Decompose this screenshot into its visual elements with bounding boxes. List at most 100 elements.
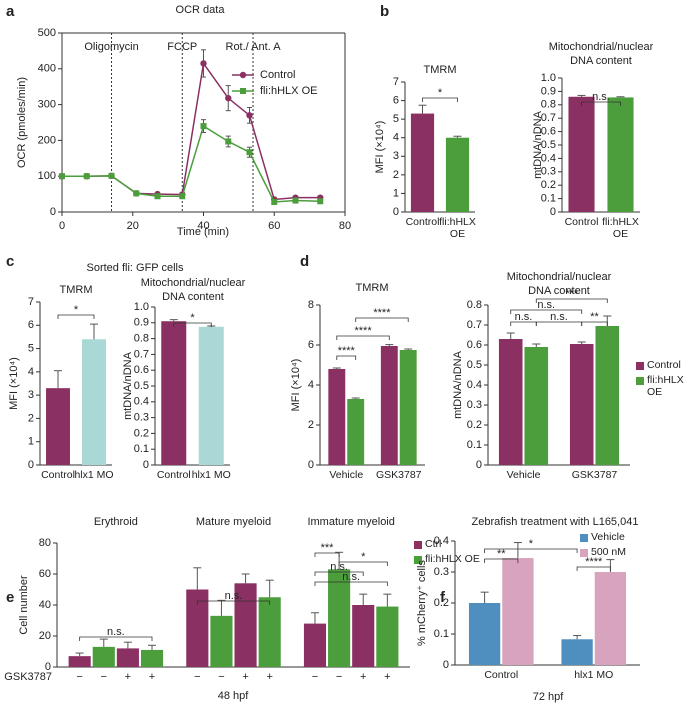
significance-bracket <box>422 97 458 102</box>
x-tick-label: Control <box>564 216 599 228</box>
event-label: Oligomycin <box>84 41 138 53</box>
significance-bracket <box>484 548 578 553</box>
significance-bracket <box>57 314 95 319</box>
significance-bracket <box>510 309 583 314</box>
x-tick-label: 20 <box>127 220 139 232</box>
y-tick-label: 0.1 <box>467 439 482 451</box>
series-line <box>62 61 321 201</box>
bar <box>468 603 501 665</box>
bar <box>303 623 327 667</box>
x-tick-label: GSK3787 <box>375 469 422 481</box>
chart-title: DNA content <box>528 285 590 297</box>
significance-label: ** <box>590 311 599 323</box>
significance-label: **** <box>354 325 372 337</box>
significance-bracket <box>484 558 519 563</box>
y-tick-label: 4 <box>28 366 34 378</box>
bar <box>347 399 365 465</box>
point <box>246 112 253 119</box>
bar <box>569 344 594 465</box>
bar <box>198 326 224 465</box>
significance-label: * <box>190 312 195 324</box>
x-tick-label-box: fli:hHLX OE <box>602 216 639 240</box>
x-tick-label-box: hlx1 MO <box>74 469 113 481</box>
y-tick-label: 0.5 <box>467 359 482 371</box>
y-tick-label: 1.0 <box>541 72 556 84</box>
x-tick-label: 80 <box>339 220 351 232</box>
point <box>200 123 207 130</box>
bar <box>561 639 593 665</box>
y-tick-label: 7 <box>393 76 399 88</box>
bar <box>140 649 164 667</box>
y-axis-label: MFI (×10⁴) <box>374 121 386 174</box>
x-axis-label: 72 hpf <box>533 691 565 703</box>
y-tick-label: 0.5 <box>541 139 556 151</box>
y-tick-label: 0 <box>308 459 314 471</box>
y-tick-label: 5 <box>28 342 34 354</box>
y-tick-label: 0.4 <box>541 152 556 164</box>
x-tick-label-box: Control <box>406 216 440 228</box>
significance-bracket <box>535 298 608 303</box>
significance-label: ** <box>497 548 506 560</box>
y-tick-label: 7 <box>28 296 34 308</box>
legend-swatch <box>636 362 644 370</box>
y-tick-label: 5 <box>393 113 399 125</box>
significance-label: n.s. <box>330 561 348 573</box>
significance-label: **** <box>338 345 356 357</box>
bar <box>594 572 627 665</box>
y-tick-label: 0 <box>50 206 56 218</box>
panel-heading: Sorted fli: GFP cells <box>87 262 184 274</box>
group-title: Mature myeloid <box>196 516 271 528</box>
bar <box>376 606 399 667</box>
y-tick-label: 2 <box>28 412 34 424</box>
bar <box>568 96 595 212</box>
legend-label-box: 500 nM <box>591 546 626 558</box>
x-row-label: + <box>242 671 248 683</box>
y-axis-label: mtDNA/nDNA <box>122 351 134 420</box>
bar <box>328 369 346 465</box>
panel-letter: c <box>6 253 14 270</box>
significance-bracket <box>355 317 409 322</box>
y-tick-label: 0 <box>443 659 449 671</box>
significance-label: n.s. <box>537 299 555 311</box>
y-tick-label: 0.9 <box>134 317 149 329</box>
legend-label-box: fli:hHLX OE <box>425 553 480 565</box>
significance-bracket <box>581 321 608 326</box>
x-row-label: + <box>125 671 131 683</box>
chart-title: Zebrafish treatment with L165,041 <box>472 516 639 528</box>
x-tick-label-box: Control <box>564 216 599 228</box>
significance-label: *** <box>565 288 579 300</box>
y-tick-label: 0 <box>28 459 34 471</box>
x-tick-label: hlx1 MO <box>191 469 231 481</box>
y-tick-label: 1.0 <box>134 301 149 313</box>
bar <box>380 346 398 465</box>
x-tick-label: 60 <box>268 220 280 232</box>
x-tick-label: Control <box>41 469 75 481</box>
chart-title: TMRM <box>60 284 93 296</box>
point <box>292 197 299 204</box>
legend-swatch <box>636 377 644 385</box>
significance-bracket <box>79 636 153 641</box>
chart-title: TMRM <box>424 64 457 76</box>
x-row-label: − <box>76 671 82 683</box>
y-tick-label: 6 <box>308 339 314 351</box>
legend-swatch <box>580 534 588 542</box>
x-tick-label-box: hlx1 MO <box>191 469 231 481</box>
point <box>83 173 90 180</box>
y-axis-label: MFI (×10⁴) <box>290 359 302 412</box>
point <box>246 149 253 156</box>
significance-label: *** <box>321 542 335 554</box>
bar <box>328 569 351 667</box>
significance-label: n.s. <box>225 590 243 602</box>
x-tick-label-box: GSK3787 <box>375 469 422 481</box>
x-axis-label: 48 hpf <box>218 690 250 702</box>
y-axis-label: mtDNA/nDNA <box>532 110 544 179</box>
y-tick-label: 0.4 <box>434 535 449 547</box>
significance-bracket <box>336 355 357 360</box>
y-tick-label: 0 <box>476 459 482 471</box>
legend-label-box: fli:hHLX OE <box>647 374 684 398</box>
x-row-label: − <box>194 671 200 683</box>
y-tick-label: 0.4 <box>134 396 149 408</box>
x-tick-label: fli:hHLX OE <box>439 216 476 240</box>
y-tick-label: 2 <box>393 169 399 181</box>
legend-label: Vehicle <box>591 531 625 543</box>
